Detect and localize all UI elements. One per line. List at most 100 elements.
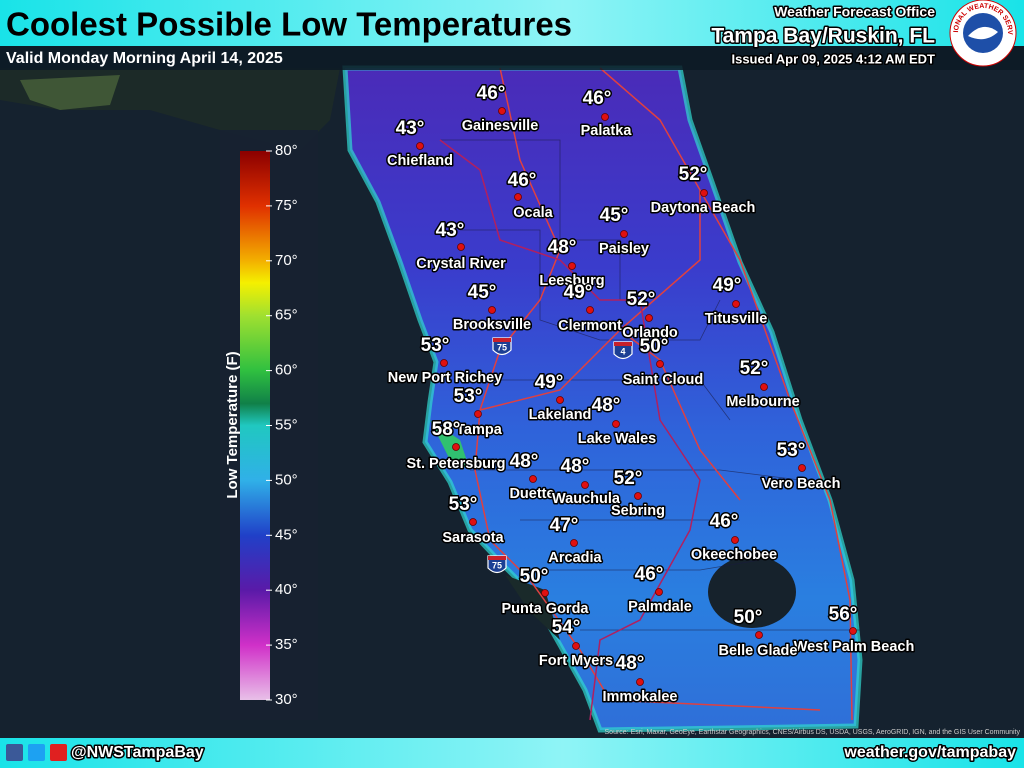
city-dot (798, 464, 806, 472)
county-lines (440, 139, 860, 631)
legend-tick-label: 55° (275, 416, 298, 433)
city-temp: 49° (535, 372, 564, 393)
city-dot (469, 518, 477, 526)
city-name: Palmdale (628, 599, 692, 615)
city-dot (645, 314, 653, 322)
city-temp: 53° (449, 494, 478, 515)
legend-color-scale (240, 151, 270, 700)
city-labels: 46° Gainesville 46° Palatka 43° Chiefland 46° O… (385, 82, 915, 707)
city-temp: 46° (477, 83, 506, 104)
city-temp: 48° (510, 451, 539, 472)
city-name: Chiefland (387, 153, 453, 169)
city-name: Fort Myers (539, 653, 613, 669)
city-temp: 50° (640, 336, 669, 357)
interstates (474, 67, 853, 721)
shield-number: 75 (497, 342, 507, 352)
city-temp: 46° (710, 511, 739, 532)
city-dot (731, 536, 739, 544)
title: Coolest Possible Low Temperatures (6, 6, 572, 43)
city-temp: 49° (564, 282, 593, 303)
legend-ticks: 80° 75° 70° 65° 60° 55° 50° 45° 40° 35° 30° (266, 142, 298, 708)
city-dot (541, 589, 549, 597)
youtube-icon[interactable] (50, 744, 67, 761)
legend-tick-label: 50° (275, 471, 298, 488)
city-temp: 43° (396, 118, 425, 139)
city-temp: 50° (520, 566, 549, 587)
subtitle: Valid Monday Morning April 14, 2025 (6, 50, 283, 67)
city-name: Paisley (599, 241, 649, 257)
website: weather.gov/tampabay (843, 744, 1016, 761)
city-name: New Port Richey (388, 370, 502, 386)
city-name: Saint Cloud (623, 372, 704, 388)
city-name: Brooksville (453, 317, 531, 333)
city-dot (655, 588, 663, 596)
city-temp: 45° (468, 282, 497, 303)
city-temp: 48° (548, 237, 577, 258)
city-name: Vero Beach (762, 476, 841, 492)
coastal-warm-zone (430, 420, 470, 470)
city-name: Tampa (456, 422, 503, 438)
footer-bar (0, 738, 1024, 768)
coast-vegetation (20, 75, 120, 110)
city-dot (568, 262, 576, 270)
city-temp: 46° (508, 170, 537, 191)
city-temp: 52° (627, 289, 656, 310)
interstate-shields: 75 4 75 (487, 337, 633, 574)
city-dot (612, 420, 620, 428)
city-dot (634, 492, 642, 500)
city-temp: 43° (436, 220, 465, 241)
city-name: Clermont (558, 318, 622, 334)
city-temp: 47° (550, 515, 579, 536)
city-dot (755, 631, 763, 639)
shield-number: 75 (492, 560, 502, 570)
city-temp: 52° (614, 468, 643, 489)
city-temp: 53° (777, 440, 806, 461)
city-dot (514, 193, 522, 201)
subtitle-bar (0, 46, 1024, 70)
shield-number: 4 (620, 346, 625, 356)
city-dot (440, 359, 448, 367)
city-temp: 48° (561, 456, 590, 477)
city-dot (416, 142, 424, 150)
city-name: Wauchula (552, 491, 621, 507)
legend-tick-label: 60° (275, 362, 298, 379)
city-dot (849, 627, 857, 635)
city-dot (760, 383, 768, 391)
legend-tick-label: 30° (275, 691, 298, 708)
city-name: Crystal River (416, 256, 506, 272)
city-name: Immokalee (603, 689, 678, 705)
office-line: Weather Forecast Office (774, 4, 935, 20)
city-name: Leesburg (539, 273, 604, 289)
facebook-icon[interactable] (6, 744, 23, 761)
twitter-icon[interactable] (28, 744, 45, 761)
legend-tick-label: 80° (275, 142, 298, 159)
city-name: West Palm Beach (794, 639, 915, 655)
city-dot (620, 230, 628, 238)
city-dot (656, 360, 664, 368)
issued-time: Issued Apr 09, 2025 4:12 AM EDT (731, 51, 935, 66)
city-dot (488, 306, 496, 314)
city-temp: 53° (421, 335, 450, 356)
city-temp: 52° (740, 358, 769, 379)
city-dot (498, 107, 506, 115)
city-name: Punta Gorda (501, 601, 589, 617)
legend-tick-label: 40° (275, 581, 298, 598)
city-name: Sarasota (442, 530, 504, 546)
city-dot (572, 642, 580, 650)
city-temp: 56° (829, 604, 858, 625)
city-dot (700, 189, 708, 197)
legend-tick-label: 65° (275, 307, 298, 324)
legend-tick-label: 70° (275, 252, 298, 269)
city-name: Lake Wales (578, 431, 656, 447)
city-dot (586, 306, 594, 314)
legend-tick-label: 75° (275, 197, 298, 214)
city-temp: 46° (635, 564, 664, 585)
city-dot (581, 481, 589, 489)
city-dot (601, 113, 609, 121)
cwa-boundary (439, 139, 701, 721)
city-name: Lakeland (529, 407, 592, 423)
city-name: Palatka (581, 123, 633, 139)
shield-top (488, 556, 506, 560)
city-temp: 46° (583, 88, 612, 109)
